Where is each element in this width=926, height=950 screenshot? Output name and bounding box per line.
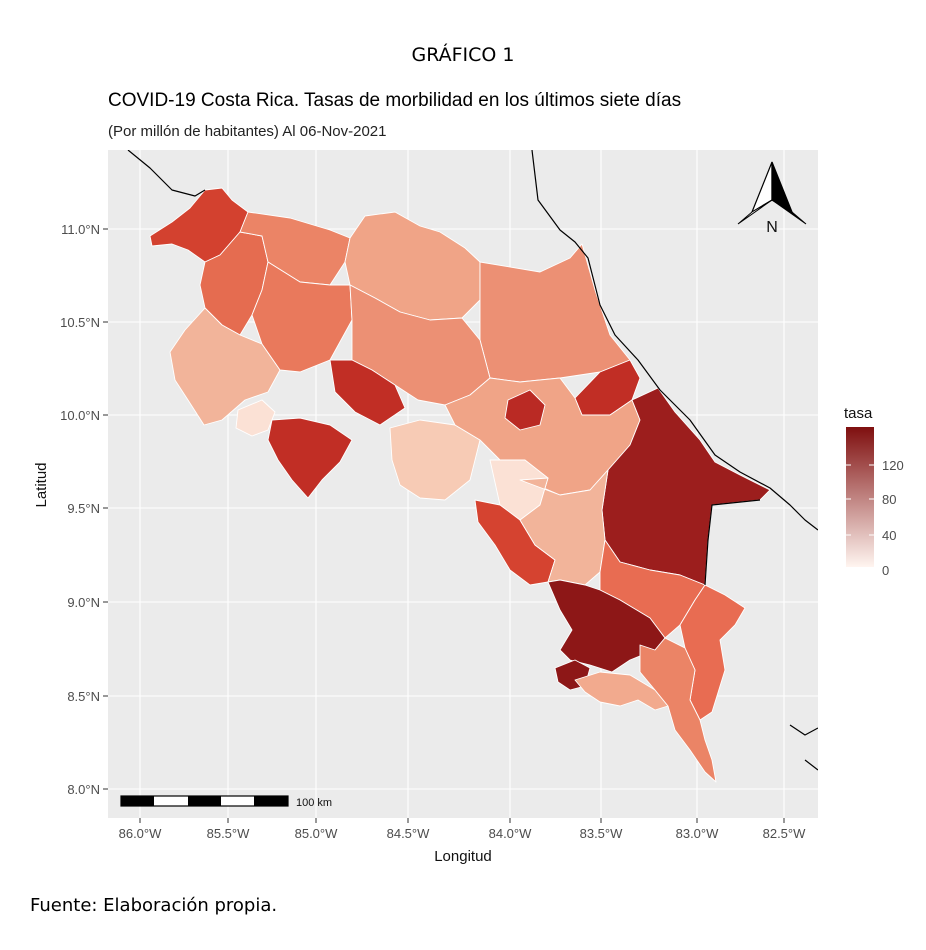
x-tick-label: 86.0°W (119, 826, 163, 841)
x-tick-label: 84.5°W (387, 826, 431, 841)
region-outline-nicaragua (127, 150, 206, 197)
region (389, 419, 481, 501)
legend-tick-label: 120 (882, 458, 904, 473)
y-tick-label: 10.0°N (60, 408, 100, 423)
region (267, 417, 353, 499)
y-axis-label: Latitud (33, 462, 50, 507)
legend-tick-label: 0 (882, 563, 889, 578)
chart-subtitle: (Por millón de habitantes) Al 06-Nov-202… (108, 123, 387, 140)
region (235, 399, 276, 437)
scale-bar-label: 100 km (296, 797, 332, 809)
region (251, 261, 353, 373)
y-tick-label: 9.5°N (67, 501, 100, 516)
y-tick-label: 9.0°N (67, 595, 100, 610)
legend-colorbar (846, 427, 874, 567)
scale-bar: 100 km (120, 795, 332, 809)
region (169, 307, 281, 426)
y-tick-label: 11.0°N (61, 222, 100, 237)
region (149, 187, 249, 263)
x-tick-label: 83.0°W (676, 826, 720, 841)
legend: tasa 120 80 40 0 (844, 405, 904, 578)
source-note: Fuente: Elaboración propia. (30, 895, 278, 916)
x-tick-label: 82.5°W (763, 826, 807, 841)
figure-label: GRÁFICO 1 (411, 44, 515, 66)
north-arrow-label: N (766, 219, 778, 236)
region (504, 389, 546, 431)
region (574, 671, 669, 711)
region-outline-caribbean (531, 150, 818, 531)
x-axis-label: Longitud (434, 848, 492, 865)
y-axis: 11.0°N 10.5°N 10.0°N 9.5°N 9.0°N 8.5°N 8.0°N (60, 222, 108, 797)
x-tick-label: 83.5°W (580, 826, 624, 841)
x-tick-label: 85.5°W (207, 826, 251, 841)
legend-tick-label: 80 (882, 492, 896, 507)
legend-tick-label: 40 (882, 528, 896, 543)
y-tick-label: 10.5°N (60, 315, 100, 330)
north-arrow-icon: N (737, 161, 807, 236)
x-tick-label: 84.0°W (489, 826, 533, 841)
y-tick-label: 8.5°N (67, 689, 100, 704)
region-outline-panama (704, 499, 818, 771)
chart-title: COVID-19 Costa Rica. Tasas de morbilidad… (108, 90, 682, 111)
x-tick-label: 85.0°W (295, 826, 339, 841)
legend-title: tasa (844, 405, 873, 422)
x-axis: 86.0°W 85.5°W 85.0°W 84.5°W 84.0°W 83.5°W 83.0… (119, 818, 807, 841)
region (639, 637, 717, 783)
map-regions (127, 150, 818, 783)
region (329, 359, 406, 426)
y-tick-label: 8.0°N (67, 782, 100, 797)
